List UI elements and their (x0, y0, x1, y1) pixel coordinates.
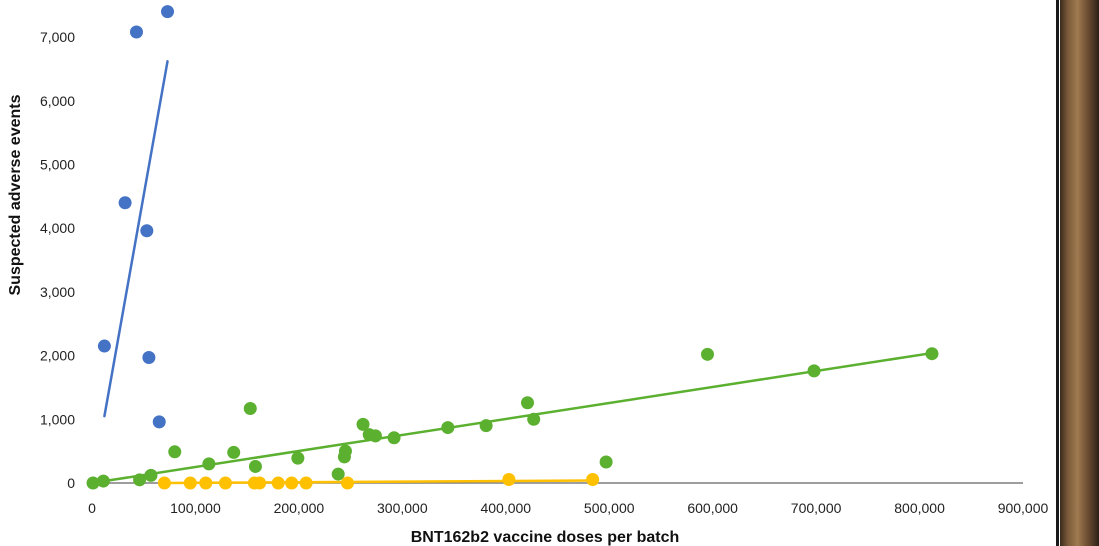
data-point-series-3 (285, 476, 299, 490)
trendline-series-2 (90, 351, 934, 485)
data-point-series-2 (441, 421, 455, 435)
y-tick-label: 6,000 (40, 93, 75, 109)
x-tick-label: 700,000 (791, 500, 842, 516)
x-tick-label: 0 (88, 500, 96, 516)
data-point-series-1 (161, 5, 175, 19)
data-point-series-2 (387, 431, 401, 445)
x-tick-label: 500,000 (584, 500, 635, 516)
data-point-series-3 (299, 476, 313, 490)
data-point-series-3 (157, 476, 171, 490)
data-point-series-1 (129, 25, 143, 39)
x-tick-label: 800,000 (894, 500, 945, 516)
y-tick-label: 2,000 (40, 348, 75, 364)
wooden-frame (1060, 0, 1099, 546)
data-point-series-1 (97, 339, 111, 353)
x-tick-label: 200,000 (274, 500, 325, 516)
x-tick-label: 900,000 (998, 500, 1049, 516)
data-point-series-2 (133, 473, 147, 487)
x-tick-label: 600,000 (687, 500, 738, 516)
data-point-series-2 (700, 347, 714, 361)
data-point-series-2 (925, 347, 939, 361)
data-point-series-2 (356, 417, 370, 431)
data-point-series-2 (144, 468, 158, 482)
trendline-series-1 (103, 60, 169, 418)
data-point-series-1 (142, 351, 156, 365)
data-point-series-2 (599, 455, 613, 469)
data-point-series-2 (227, 445, 241, 459)
y-tick-label: 7,000 (40, 29, 75, 45)
x-axis-title: BNT162b2 vaccine doses per batch (411, 529, 680, 546)
data-point-series-3 (199, 476, 213, 490)
data-point-series-3 (502, 472, 516, 486)
data-point-series-3 (218, 476, 232, 490)
data-point-series-3 (253, 476, 267, 490)
data-point-series-1 (118, 196, 132, 210)
data-point-series-2 (168, 445, 182, 459)
y-tick-label: 0 (67, 475, 75, 491)
data-point-series-2 (807, 364, 821, 378)
trendline-series-3 (163, 479, 594, 485)
y-tick-label: 3,000 (40, 284, 75, 300)
data-point-series-2 (96, 474, 110, 488)
data-point-series-3 (183, 476, 197, 490)
data-point-series-3 (341, 476, 355, 490)
x-tick-label: 300,000 (377, 500, 428, 516)
data-point-series-2 (527, 412, 541, 426)
data-point-series-2 (248, 459, 262, 473)
y-axis-title: Suspected adverse events (7, 94, 24, 295)
photo-frame-edge (1056, 0, 1059, 546)
data-point-series-2 (521, 396, 535, 410)
data-point-series-2 (86, 476, 100, 490)
data-point-series-2 (202, 457, 216, 471)
data-point-series-2 (338, 444, 352, 458)
data-point-series-2 (331, 467, 345, 481)
y-tick-label: 1,000 (40, 411, 75, 427)
x-tick-label: 400,000 (480, 500, 531, 516)
y-tick-label: 4,000 (40, 220, 75, 236)
data-point-series-1 (152, 415, 166, 429)
data-point-series-3 (271, 476, 285, 490)
chart-svg: 0 1,000 2,000 3,000 4,000 5,000 6,000 7,000 0 100… (7, 5, 1049, 546)
data-point-series-2 (368, 429, 382, 443)
x-tick-label: 100,000 (170, 500, 221, 516)
data-point-series-1 (140, 224, 154, 238)
y-tick-label: 5,000 (40, 157, 75, 173)
data-point-series-2 (243, 401, 257, 415)
data-point-series-2 (291, 451, 305, 465)
data-point-series-2 (479, 419, 493, 433)
data-point-series-3 (586, 472, 600, 486)
